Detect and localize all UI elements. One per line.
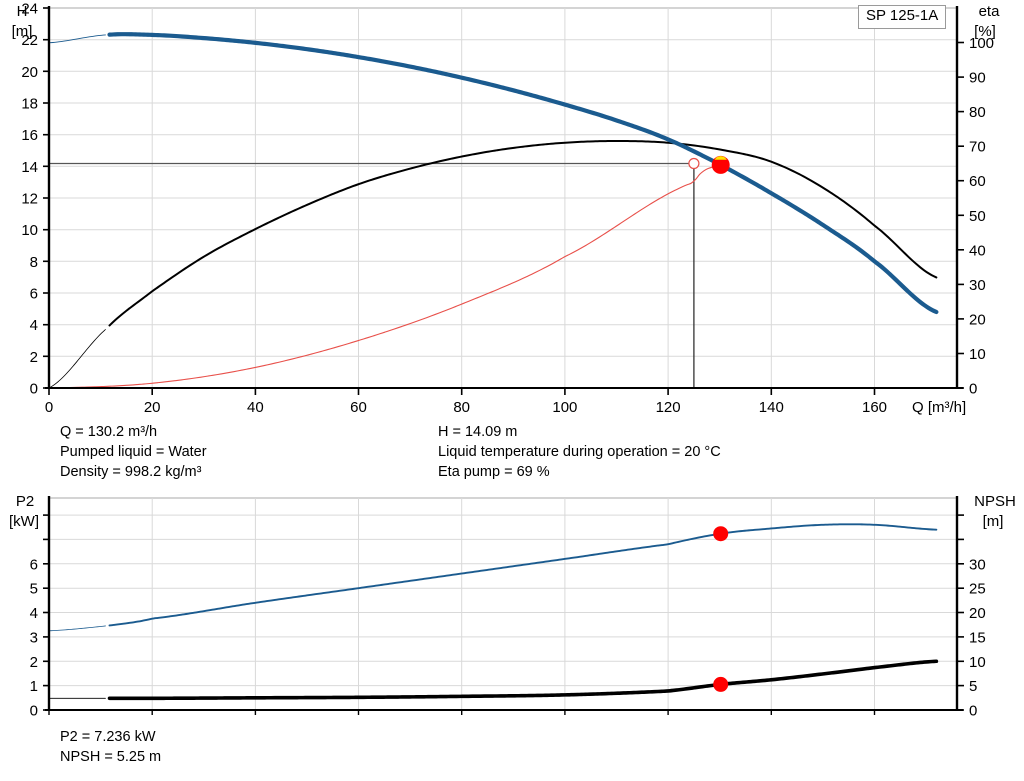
axes: [45, 496, 963, 711]
power-curve: [108, 523, 938, 627]
q-tick-label: 120: [656, 399, 681, 416]
q-tick-label: 160: [862, 399, 887, 416]
head-curve: [107, 32, 939, 315]
npsh-tick-label: 15: [969, 629, 986, 646]
p2-axis-ticks: 0 1 2 3 4 5 6: [30, 514, 49, 720]
grid-lines: [49, 7, 957, 389]
q-tick-label: 100: [552, 399, 577, 416]
p2-tick-label: 2: [30, 654, 38, 671]
npsh-tick-label: 0: [969, 703, 977, 720]
q-axis-title: Q [m³/h]: [912, 399, 966, 416]
efficiency-curve: [108, 140, 938, 327]
q-axis-ticks-bottom: [48, 710, 876, 715]
h-tick-label: 6: [30, 286, 38, 303]
eta-tick-label: 10: [969, 346, 986, 363]
q-tick-label: 40: [247, 399, 264, 416]
eta-tick-label: 30: [969, 277, 986, 294]
power-npsh-chart: 0 1 2 3 4 5 6 0 5 10 15 20 25 30 P2 [kW] NPSH [m]: [9, 493, 1016, 720]
h-tick-label: 12: [21, 191, 38, 208]
h-tick-label: 4: [30, 317, 38, 334]
npsh-tick-label: 10: [969, 654, 986, 671]
eta-tick-label: 0: [969, 381, 977, 398]
h-tick-label: 14: [21, 159, 38, 176]
duty-point-npsh[interactable]: [713, 676, 729, 692]
readout-density: Density = 998.2 kg/m³: [60, 464, 202, 480]
p2-tick-label: 0: [30, 703, 38, 720]
readout-p2: P2 = 7.236 kW: [60, 729, 156, 745]
h-tick-label: 24: [21, 1, 38, 18]
system-curve: [48, 164, 721, 389]
duty-point-power[interactable]: [713, 526, 729, 542]
readout-flow: Q = 130.2 m³/h: [60, 424, 158, 440]
h-tick-label: 20: [21, 64, 38, 81]
q-axis-ticks: 0 20 40 60 80 100 120 140 160: [45, 388, 887, 416]
q-tick-label: 60: [350, 399, 367, 416]
eta-axis-unit: [%]: [974, 23, 996, 40]
npsh-tick-label: 30: [969, 556, 986, 573]
efficiency-curve-thin: [48, 329, 106, 389]
p2-tick-label: 5: [30, 581, 38, 598]
axes: [45, 6, 963, 389]
q-tick-label: 140: [759, 399, 784, 416]
p2-axis-title: P2: [16, 493, 34, 510]
h-axis-unit: [m]: [12, 23, 33, 40]
npsh-tick-label: 25: [969, 581, 986, 598]
h-tick-label: 10: [21, 222, 38, 239]
duty-point-marker[interactable]: [711, 155, 730, 174]
head-curve-thin: [48, 34, 106, 44]
q-tick-label: 0: [45, 399, 53, 416]
eta-tick-label: 50: [969, 208, 986, 225]
eta-tick-label: 20: [969, 311, 986, 328]
h-tick-label: 2: [30, 349, 38, 366]
readout-npsh: NPSH = 5.25 m: [60, 749, 162, 765]
p2-tick-label: 1: [30, 678, 38, 695]
h-axis-title: H: [17, 3, 28, 20]
npsh-tick-label: 5: [969, 678, 977, 695]
p2-tick-label: 4: [30, 605, 38, 622]
system-curve-open-marker: [688, 157, 700, 170]
eta-tick-label: 60: [969, 173, 986, 190]
eta-axis-ticks: 0 10 20 30 40 50 60 70 80 90 100: [957, 35, 994, 398]
p2-tick-label: 3: [30, 629, 38, 646]
power-curve-thin: [48, 625, 106, 632]
npsh-axis-title: NPSH: [974, 493, 1016, 510]
duty-guide-lines: [49, 162, 695, 388]
eta-tick-label: 90: [969, 70, 986, 87]
pump-model-badge: SP 125-1A: [858, 5, 947, 29]
p2-tick-label: 6: [30, 556, 38, 573]
bottom-plot-area: [48, 497, 957, 711]
readout-temperature: Liquid temperature during operation = 20…: [438, 444, 721, 460]
eta-tick-label: 70: [969, 139, 986, 156]
p2-axis-unit: [kW]: [9, 513, 39, 530]
h-tick-label: 0: [30, 381, 38, 398]
eta-tick-label: 40: [969, 242, 986, 259]
h-tick-label: 8: [30, 254, 38, 271]
npsh-axis-ticks: 0 5 10 15 20 25 30: [957, 514, 986, 720]
readout-liquid: Pumped liquid = Water: [60, 444, 207, 460]
h-tick-label: 22: [21, 32, 38, 49]
grid-lines: [49, 497, 957, 711]
q-tick-label: 20: [144, 399, 161, 416]
top-plot-area: [48, 7, 957, 389]
eta-tick-label: 100: [969, 35, 994, 52]
q-tick-label: 80: [453, 399, 470, 416]
readout-eta-pump: Eta pump = 69 %: [438, 464, 550, 480]
h-tick-label: 18: [21, 96, 38, 113]
head-efficiency-chart: 0246810121416182022240102030405060708090…: [12, 1, 1001, 417]
npsh-curve: [107, 659, 939, 701]
h-tick-label: 16: [21, 127, 38, 144]
npsh-axis-unit: [m]: [983, 513, 1004, 530]
npsh-tick-label: 20: [969, 605, 986, 622]
eta-axis-title: eta: [979, 3, 1001, 20]
eta-tick-label: 80: [969, 104, 986, 121]
readout-head: H = 14.09 m: [438, 424, 518, 440]
